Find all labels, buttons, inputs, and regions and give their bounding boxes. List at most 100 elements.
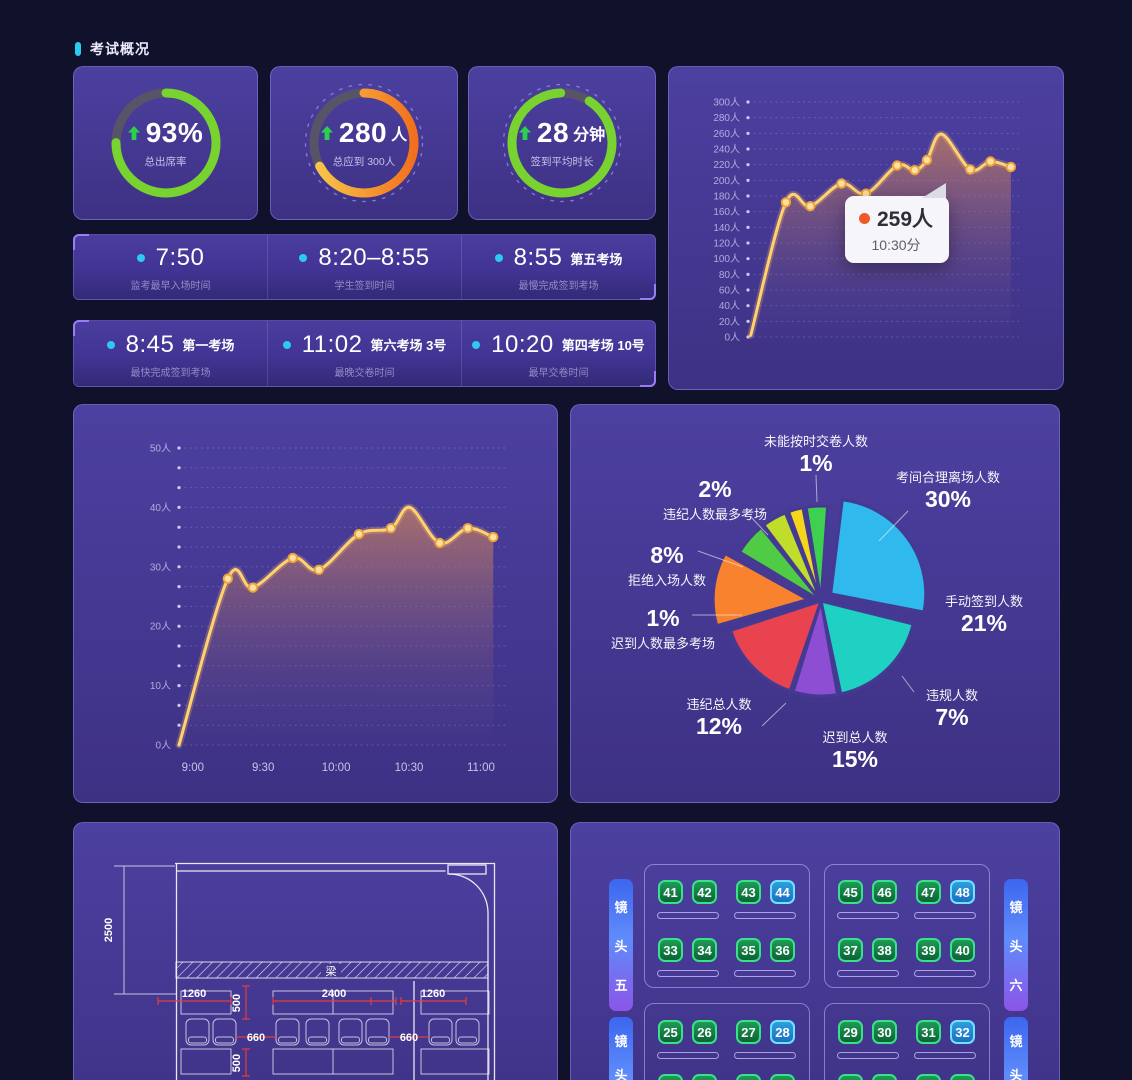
svg-text:220人: 220人 [713,159,740,171]
up-arrow-icon [127,126,140,140]
svg-text:10:00: 10:00 [322,762,351,774]
pie-label-pct: 12% [695,713,743,739]
stat-time: 7:50 [155,244,205,271]
seat[interactable] [916,1074,941,1080]
pie-slice[interactable] [762,511,823,603]
gauge-value: 28 [536,117,570,148]
seat[interactable] [736,1074,761,1080]
stat-dot-icon [299,254,308,262]
gauge-card-avg-signin-time: 28 分钟 签到平均时长 [468,66,656,220]
seat-37[interactable]: 37 [838,938,863,962]
desk-bar [657,1052,719,1059]
seat-41[interactable]: 41 [658,880,683,904]
pie-label-pct: 1% [799,450,833,476]
seat-29[interactable]: 29 [838,1020,863,1044]
gauge-overlay: 280 人 总应到 300人 [302,81,426,205]
pie-slice[interactable] [829,498,928,614]
dim-660-right: 660 [400,1032,418,1044]
beam-label-bg [321,964,341,977]
camera-pill: 镜头六 [1004,879,1028,1011]
stat-item: 7:50 监考最早入场时间 [74,235,267,299]
pie-label-text: 未能按时交卷人数 [763,434,869,449]
pie-slice-label: 未能按时交卷人数 1% [764,431,868,478]
gauge-label: 总出席率 [144,156,187,168]
svg-text:10:30: 10:30 [395,762,424,774]
seat[interactable] [950,1074,975,1080]
pie-slice-label: 考间合理离场人数 30% [896,467,1000,514]
seat-46[interactable]: 46 [872,880,897,904]
exam-breakdown-pie[interactable] [571,405,1059,802]
pie-slice[interactable] [787,506,823,603]
stat-time: 10:20 [491,330,554,358]
seat-38[interactable]: 38 [872,938,897,962]
pie-label-text: 违规人数 [925,688,979,703]
seat[interactable] [658,1074,683,1080]
seat-40[interactable]: 40 [950,938,975,962]
seat[interactable] [770,1074,795,1080]
pie-label-text: 迟到总人数 [822,730,888,745]
pie-slice[interactable] [819,599,915,696]
stat-dot-icon [282,340,291,349]
seat[interactable] [872,1074,897,1080]
seat[interactable] [838,1074,863,1080]
svg-text:30人: 30人 [150,561,171,573]
seat-36[interactable]: 36 [770,938,795,962]
desk-bar [657,970,719,977]
pie-slice-label: 手动签到人数 21% [945,591,1023,638]
pie-label-pct: 1% [646,605,680,631]
pie-slice[interactable] [729,599,823,693]
section-header: 考试概况 [75,39,150,59]
seat-44[interactable]: 44 [770,880,795,904]
svg-text:140人: 140人 [713,222,740,234]
dim-1260-right: 1260 [421,988,445,1000]
camera-pill: 镜头五 [609,879,633,1011]
gauge-label: 签到平均时长 [530,156,594,168]
seat-39[interactable]: 39 [916,938,941,962]
svg-text:20人: 20人 [719,316,740,328]
room-trend-chart[interactable]: 0人 10人 20人 30人 40人 50人 9:00 9:30 10:00 10:30 11:00 [74,405,557,802]
seat-26[interactable]: 26 [692,1020,717,1044]
seat-33[interactable]: 33 [658,938,683,962]
seat-25[interactable]: 25 [658,1020,683,1044]
pie-slice[interactable] [791,599,839,698]
seat-48[interactable]: 48 [950,880,975,904]
chart-tooltip: 259人 10:30分 [845,183,950,263]
gauge-signed-in: 280 人 总应到 300人 [302,81,426,205]
seat-31[interactable]: 31 [916,1020,941,1044]
stat-time: 11:02 [301,330,363,358]
stat-label: 监考最早入场时间 [130,281,211,292]
seat-28[interactable]: 28 [770,1020,795,1044]
chart-card-room-trend: 0人 10人 20人 30人 40人 50人 9:00 9:30 10:00 10:30 11:00 [73,404,558,803]
tooltip-fold-icon [922,183,947,198]
pie-slice[interactable] [804,504,830,603]
seat-45[interactable]: 45 [838,880,863,904]
svg-text:180人: 180人 [713,191,740,203]
pie-slice-label: 1% 迟到人数最多考场 [611,605,715,652]
pie-label-pct: 30% [924,486,972,512]
svg-text:240人: 240人 [713,144,740,156]
pie-slice-label: 2% 违纪人数最多考场 [663,476,767,523]
gauge-attendance-rate: 93% 总出席率 [104,81,228,205]
pie-label-text: 拒绝入场人数 [627,572,707,588]
seat-27[interactable]: 27 [736,1020,761,1044]
desks [180,990,490,1075]
seat-32[interactable]: 32 [950,1020,975,1044]
seat-34[interactable]: 34 [692,938,717,962]
stat-time: 8:45 [125,330,175,358]
seat-42[interactable]: 42 [692,880,717,904]
seat[interactable] [692,1074,717,1080]
walls [175,862,496,1080]
pie-label-text: 迟到人数最多考场 [610,635,716,651]
pie-slice[interactable] [711,552,810,628]
stat-dot-icon [106,340,115,349]
pie-label-pct: 8% [650,542,684,568]
svg-text:10人: 10人 [150,680,171,692]
gauge-label: 总应到 300人 [332,156,396,168]
seat-47[interactable]: 47 [916,880,941,904]
seat-43[interactable]: 43 [736,880,761,904]
stat-row-2: 8:45 第一考场 最快完成签到考场 11:02 第六考场 3号 最晚交卷时间 10:20 第… [73,320,656,387]
seat-35[interactable]: 35 [736,938,761,962]
seat-30[interactable]: 30 [872,1020,897,1044]
pie-chart-card: 未能按时交卷人数 1% 考间合理离场人数 30% 手动签到人数 21% 违规人数 7% 迟到总人… [570,404,1060,803]
gauge-unit: 分钟 [573,127,606,144]
